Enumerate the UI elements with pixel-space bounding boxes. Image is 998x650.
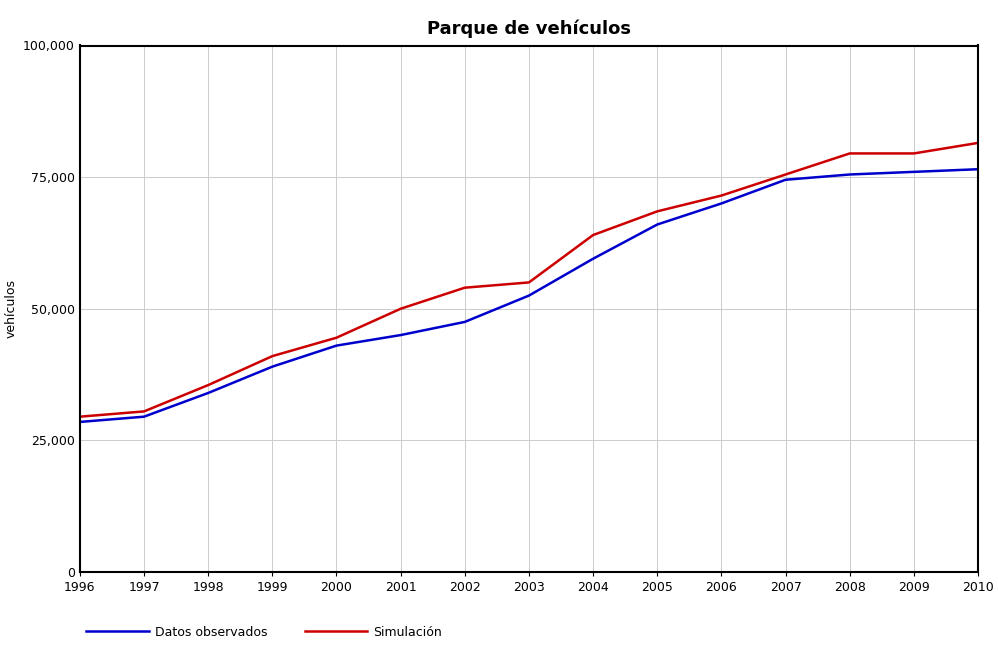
Simulación — [138, 408, 150, 415]
Simulación — [972, 139, 984, 147]
Datos observados — [203, 389, 215, 397]
Line: Simulación: Simulación — [80, 143, 978, 417]
Y-axis label: vehículos: vehículos — [5, 280, 18, 338]
Simulación — [779, 170, 791, 178]
Simulación — [716, 192, 728, 200]
Datos observados — [652, 220, 664, 228]
Datos observados — [716, 200, 728, 207]
Simulación — [523, 278, 535, 286]
Simulación — [652, 207, 664, 215]
Simulación — [843, 150, 855, 157]
Simulación — [908, 150, 920, 157]
Simulación — [203, 381, 215, 389]
Datos observados — [74, 418, 86, 426]
Datos observados — [459, 318, 471, 326]
Datos observados — [523, 292, 535, 300]
Simulación — [74, 413, 86, 421]
Datos observados — [138, 413, 150, 421]
Line: Datos observados: Datos observados — [80, 169, 978, 422]
Title: Parque de vehículos: Parque de vehículos — [427, 20, 631, 38]
Datos observados — [587, 255, 599, 263]
Legend: Datos observados, Simulación: Datos observados, Simulación — [86, 626, 442, 639]
Datos observados — [779, 176, 791, 184]
Simulación — [394, 305, 406, 313]
Datos observados — [972, 165, 984, 173]
Datos observados — [843, 170, 855, 178]
Datos observados — [908, 168, 920, 176]
Datos observados — [266, 363, 278, 370]
Datos observados — [394, 331, 406, 339]
Datos observados — [330, 342, 342, 350]
Simulación — [330, 334, 342, 342]
Simulación — [459, 284, 471, 292]
Simulación — [587, 231, 599, 239]
Simulación — [266, 352, 278, 360]
